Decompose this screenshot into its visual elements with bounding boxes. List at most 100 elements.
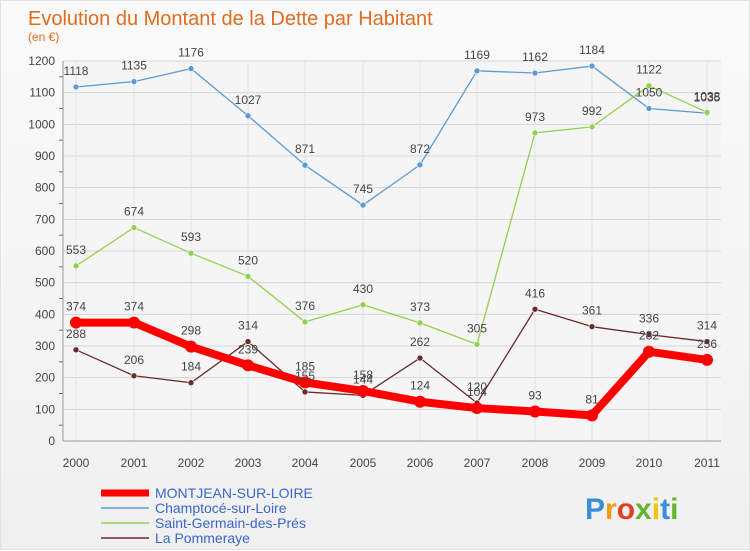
data-point-champtoce-sur-loire bbox=[473, 67, 481, 75]
data-point-la-pommeraye bbox=[531, 305, 539, 313]
data-label-montjean-sur-loire: 81 bbox=[585, 392, 599, 406]
data-label-saint-germain-des-pres: 992 bbox=[582, 104, 602, 118]
data-label-montjean-sur-loire: 93 bbox=[528, 389, 542, 403]
data-label-saint-germain-des-pres: 1122 bbox=[636, 63, 662, 77]
x-tick-label: 2005 bbox=[350, 456, 377, 470]
data-point-la-pommeraye bbox=[588, 323, 596, 330]
x-tick-label: 2004 bbox=[292, 456, 319, 470]
data-point-montjean-sur-loire bbox=[242, 359, 254, 372]
data-point-montjean-sur-loire bbox=[643, 345, 655, 358]
y-tick-label: 700 bbox=[35, 212, 55, 226]
data-label-saint-germain-des-pres: 553 bbox=[66, 243, 86, 257]
data-label-champtoce-sur-loire: 1169 bbox=[464, 48, 490, 62]
data-point-saint-germain-des-pres bbox=[244, 273, 252, 280]
data-label-saint-germain-des-pres: 973 bbox=[525, 110, 545, 124]
data-point-champtoce-sur-loire bbox=[187, 65, 195, 72]
chart-title: Evolution du Montant de la Dette par Hab… bbox=[28, 8, 433, 30]
data-label-la-pommeraye: 288 bbox=[66, 327, 86, 341]
data-label-champtoce-sur-loire: 1135 bbox=[121, 59, 147, 73]
y-tick-label: 1100 bbox=[29, 86, 55, 100]
data-point-la-pommeraye bbox=[703, 338, 711, 345]
legend-label-saint-germain-des-pres: Saint-Germain-des-Prés bbox=[155, 515, 306, 531]
data-point-montjean-sur-loire bbox=[299, 376, 311, 389]
data-point-montjean-sur-loire bbox=[70, 316, 82, 329]
data-label-la-pommeraye: 144 bbox=[353, 372, 373, 386]
data-label-montjean-sur-loire: 239 bbox=[238, 342, 258, 356]
data-point-la-pommeraye bbox=[72, 346, 80, 354]
series-line-montjean-sur-loire bbox=[72, 318, 711, 420]
data-point-saint-germain-des-pres bbox=[359, 301, 367, 309]
data-point-la-pommeraye bbox=[645, 331, 653, 338]
data-point-montjean-sur-loire bbox=[357, 384, 369, 397]
data-point-champtoce-sur-loire bbox=[531, 69, 539, 77]
data-label-champtoce-sur-loire: 745 bbox=[353, 182, 373, 196]
logo-letter: i bbox=[652, 493, 660, 526]
series-line-champtoce-sur-loire bbox=[75, 65, 708, 206]
data-point-saint-germain-des-pres bbox=[301, 318, 309, 326]
data-point-champtoce-sur-loire bbox=[645, 105, 653, 112]
data-point-saint-germain-des-pres bbox=[187, 249, 195, 257]
data-label-saint-germain-des-pres: 593 bbox=[181, 230, 201, 244]
data-point-saint-germain-des-pres bbox=[72, 262, 80, 270]
data-point-saint-germain-des-pres bbox=[416, 319, 424, 327]
data-label-montjean-sur-loire: 185 bbox=[295, 359, 315, 373]
x-tick-label: 2008 bbox=[522, 456, 549, 470]
y-tick-label: 900 bbox=[35, 149, 55, 163]
y-tick-label: 200 bbox=[35, 371, 55, 385]
data-label-layer: 1118 1135 1176 1027 871 745 872 1169 1162 1184 105… bbox=[64, 43, 721, 406]
y-tick-label: 0 bbox=[48, 434, 55, 448]
data-label-la-pommeraye: 314 bbox=[697, 319, 717, 333]
data-point-saint-germain-des-pres bbox=[588, 123, 596, 131]
series-layer bbox=[70, 62, 713, 422]
data-label-champtoce-sur-loire: 1035 bbox=[694, 90, 721, 104]
y-tick-label: 500 bbox=[35, 276, 55, 290]
y-tick-label: 100 bbox=[35, 402, 55, 416]
data-label-saint-germain-des-pres: 376 bbox=[295, 299, 315, 313]
data-label-champtoce-sur-loire: 1162 bbox=[522, 50, 548, 64]
data-label-champtoce-sur-loire: 1176 bbox=[178, 46, 204, 60]
data-point-champtoce-sur-loire bbox=[130, 78, 138, 85]
data-point-champtoce-sur-loire bbox=[72, 83, 80, 91]
data-point-montjean-sur-loire bbox=[586, 409, 598, 422]
data-point-saint-germain-des-pres bbox=[645, 82, 653, 89]
data-label-montjean-sur-loire: 374 bbox=[66, 300, 86, 314]
data-label-montjean-sur-loire: 256 bbox=[697, 337, 717, 351]
data-label-saint-germain-des-pres: 674 bbox=[124, 205, 144, 219]
data-point-la-pommeraye bbox=[244, 338, 252, 345]
data-label-la-pommeraye: 206 bbox=[124, 353, 144, 367]
data-label-saint-germain-des-pres: 305 bbox=[467, 321, 487, 335]
data-label-montjean-sur-loire: 298 bbox=[181, 324, 201, 338]
data-point-champtoce-sur-loire bbox=[244, 112, 252, 120]
data-label-champtoce-sur-loire: 1118 bbox=[64, 64, 89, 78]
data-label-la-pommeraye: 314 bbox=[238, 319, 258, 333]
x-tick-label: 2009 bbox=[579, 456, 606, 470]
data-label-champtoce-sur-loire: 1050 bbox=[636, 86, 663, 100]
logo-letter: o bbox=[617, 493, 635, 526]
x-tick-label: 2006 bbox=[407, 456, 434, 470]
x-tick-label: 2003 bbox=[235, 456, 262, 470]
data-point-champtoce-sur-loire bbox=[359, 201, 367, 209]
logo-letter: t bbox=[660, 493, 670, 526]
data-label-la-pommeraye: 361 bbox=[582, 304, 602, 318]
y-tick-label: 600 bbox=[35, 244, 55, 258]
legend-label-montjean-sur-loire: MONTJEAN-SUR-LOIRE bbox=[155, 485, 313, 501]
data-point-champtoce-sur-loire bbox=[588, 62, 596, 70]
y-tick-label: 800 bbox=[35, 181, 55, 195]
data-point-champtoce-sur-loire bbox=[301, 161, 309, 169]
axis-layer: 0 100 200 300 400 500 600 700 800 900 1000 1100 1200… bbox=[28, 54, 721, 470]
data-point-montjean-sur-loire bbox=[529, 405, 541, 418]
data-point-la-pommeraye bbox=[187, 379, 195, 387]
x-tick-label: 2002 bbox=[178, 456, 205, 470]
data-label-la-pommeraye: 120 bbox=[467, 380, 487, 394]
series-line-saint-germain-des-pres bbox=[75, 85, 708, 346]
data-point-la-pommeraye bbox=[301, 388, 309, 396]
data-label-montjean-sur-loire: 282 bbox=[639, 329, 659, 343]
data-point-saint-germain-des-pres bbox=[473, 341, 481, 348]
y-tick-label: 1200 bbox=[28, 54, 55, 68]
data-point-montjean-sur-loire bbox=[185, 340, 197, 353]
x-tick-label: 2007 bbox=[464, 456, 491, 470]
data-label-la-pommeraye: 184 bbox=[181, 360, 201, 374]
y-tick-label: 300 bbox=[35, 339, 55, 353]
data-label-la-pommeraye: 155 bbox=[295, 369, 315, 383]
